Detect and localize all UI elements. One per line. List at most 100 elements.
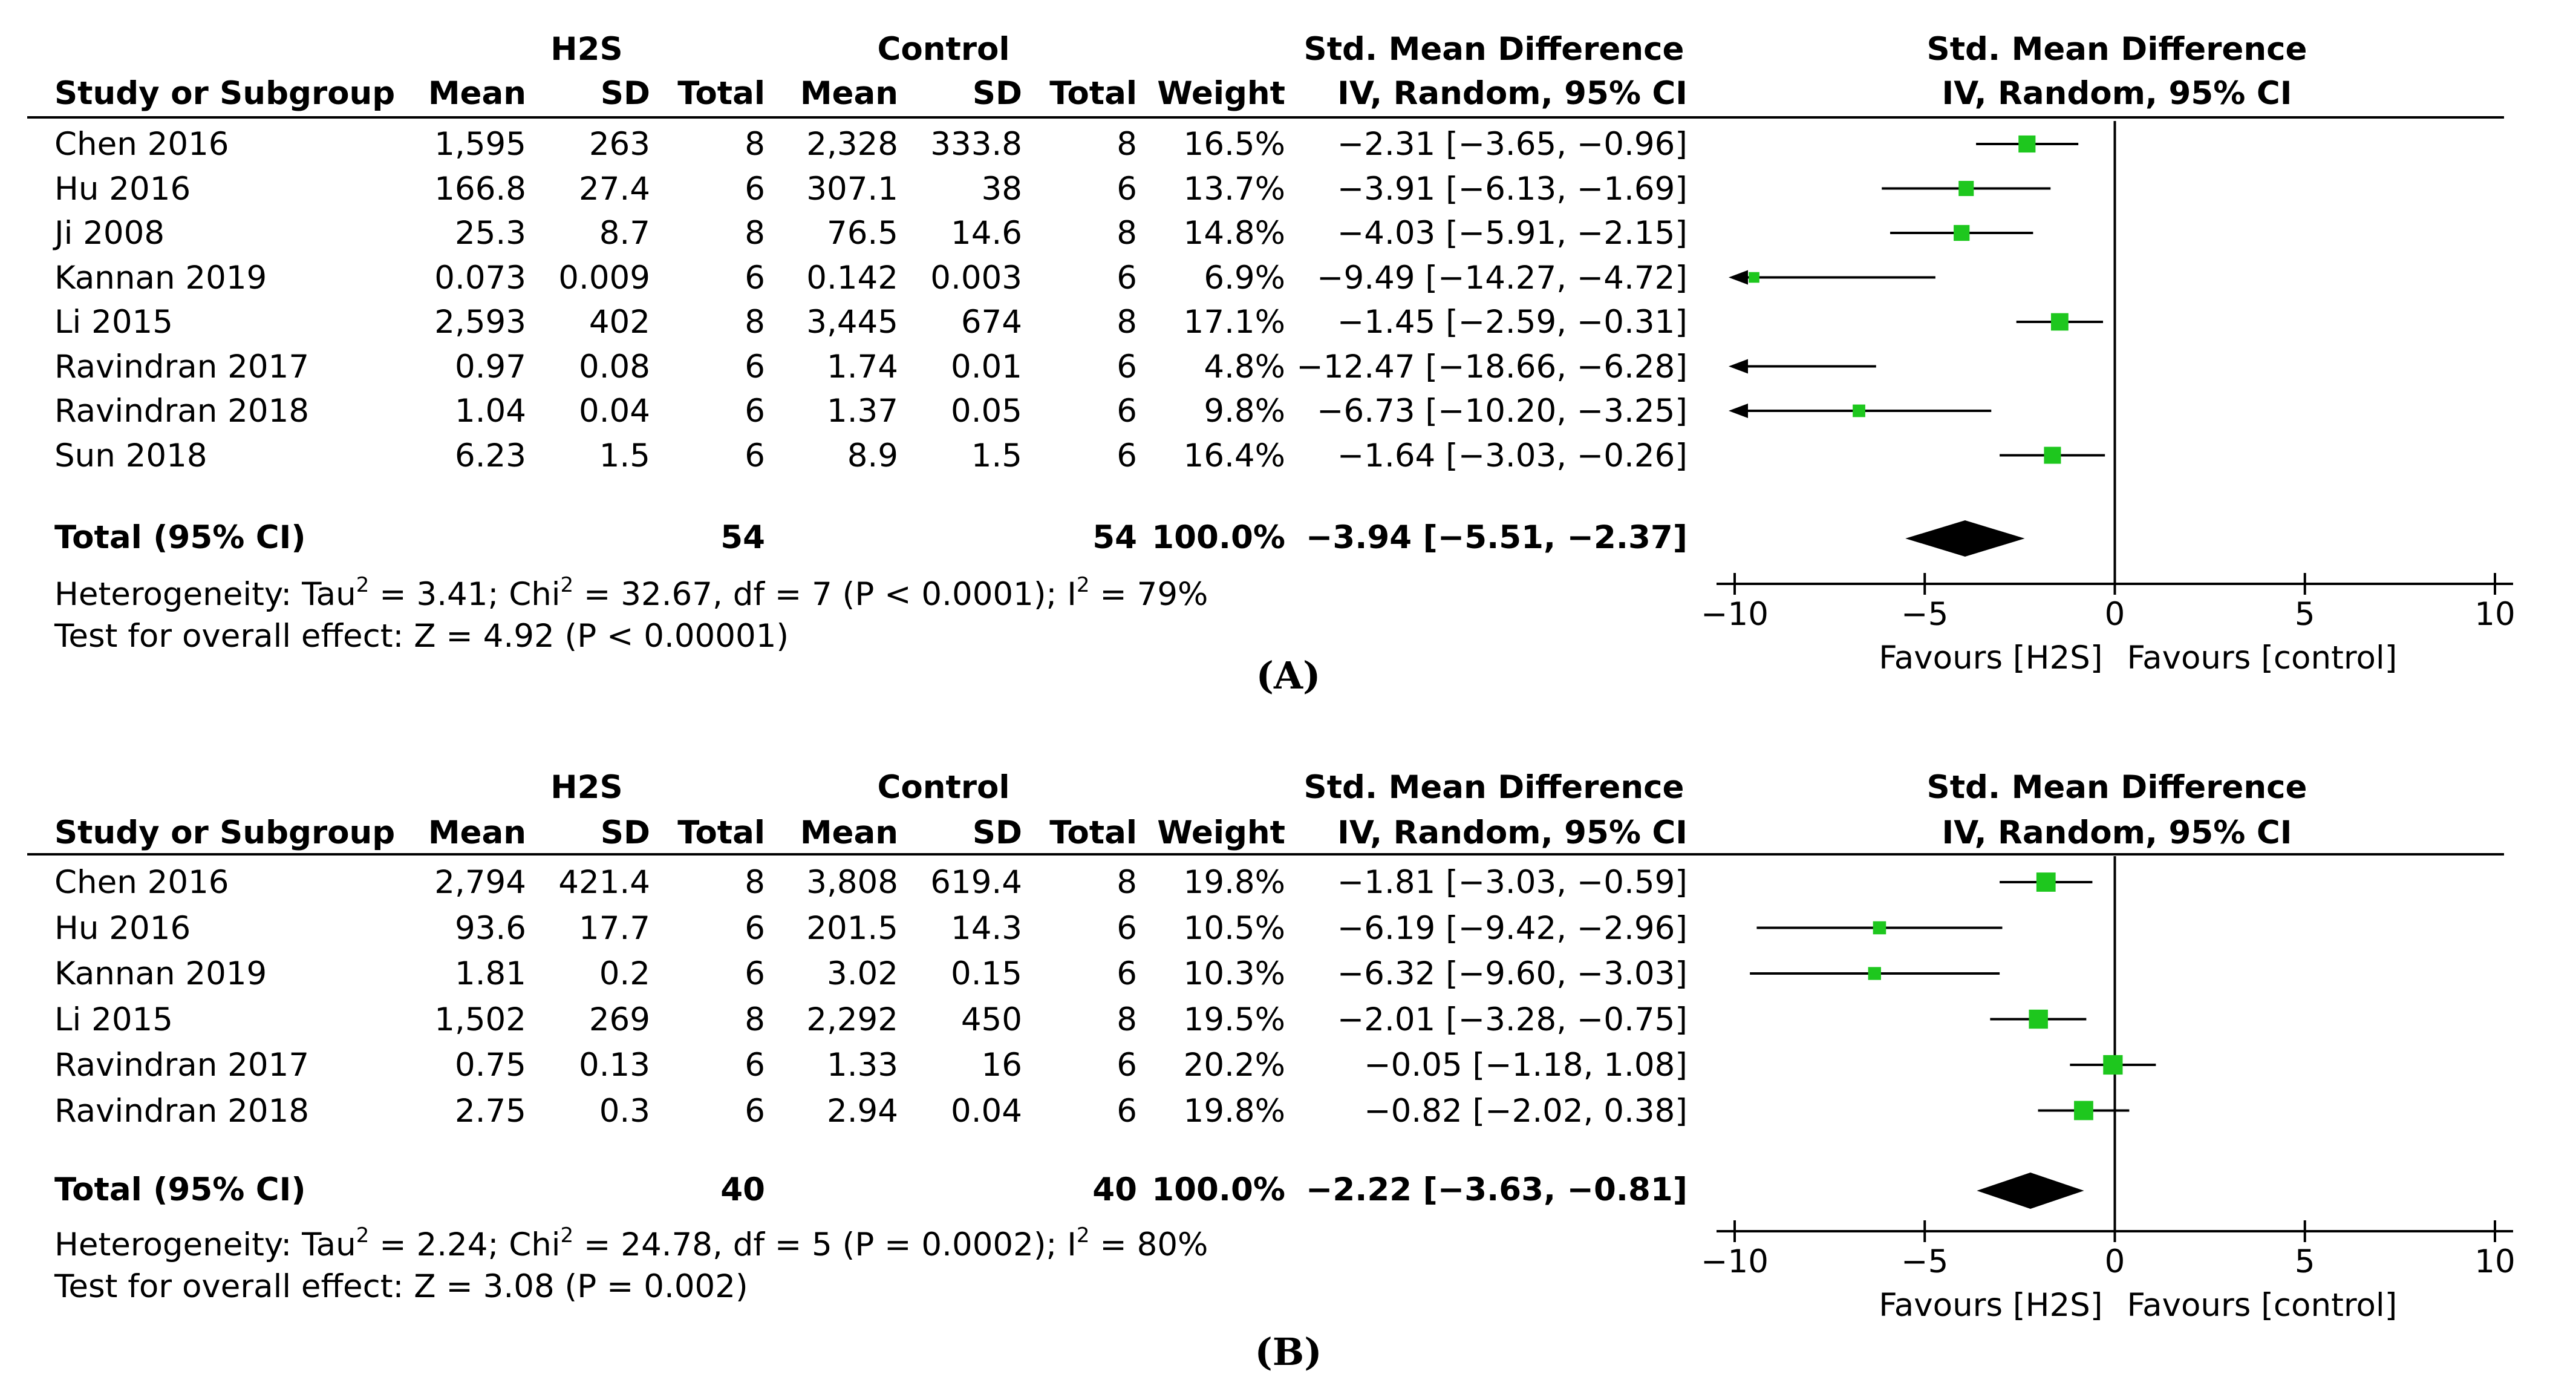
cell-n2: 8 — [1117, 304, 1137, 341]
cell-m1: 6.23 — [454, 437, 526, 474]
heterogeneity-part: = 3.41; Chi — [369, 576, 561, 613]
cell-m1: 2,794 — [434, 864, 526, 901]
forest-plot: −10 −5 0 5 10 Favours [H2S] Favours [control] — [1701, 121, 2516, 676]
cell-sd1: 0.2 — [599, 955, 650, 992]
cell-n2: 6 — [1117, 909, 1137, 947]
cell-ci: −6.32 [−9.60, −3.03] — [1337, 955, 1687, 992]
panel-label: (B) — [1254, 1330, 1322, 1374]
cell-weight: 10.5% — [1183, 909, 1285, 947]
x-tick-label: −5 — [1901, 1243, 1948, 1280]
cell-sd1: 1.5 — [599, 437, 650, 474]
cell-ci: −4.03 [−5.91, −2.15] — [1337, 215, 1687, 252]
header-rule — [27, 116, 2504, 119]
cell-sd1: 17.7 — [578, 909, 650, 947]
cell-weight: 17.1% — [1183, 304, 1285, 341]
effect-header: Std. Mean Difference — [1303, 31, 1684, 68]
cell-m1: 0.75 — [454, 1047, 526, 1084]
cell-study: Ravindran 2018 — [54, 1092, 310, 1130]
cell-weight: 16.4% — [1183, 437, 1285, 474]
sd-header: SD — [600, 75, 650, 112]
cell-ci: −1.64 [−3.03, −0.26] — [1337, 437, 1687, 474]
plot-effect-header: Std. Mean Difference — [1926, 769, 2307, 806]
sd-header: SD — [600, 814, 650, 851]
heterogeneity-part: Heterogeneity: Tau — [54, 576, 356, 613]
cell-study: Ji 2008 — [54, 215, 165, 252]
cell-weight: 13.7% — [1183, 170, 1285, 208]
cell-n1: 8 — [745, 126, 765, 163]
cell-sd2: 0.15 — [950, 955, 1022, 992]
study-marker — [1853, 404, 1865, 417]
study-marker — [2103, 1055, 2123, 1075]
heterogeneity-text: Heterogeneity: Tau2 = 2.24; Chi2 = 24.78… — [54, 1225, 1208, 1261]
forest-panel-a: H2S Control Std. Mean Difference Std. Mean … — [27, 31, 2516, 698]
heterogeneity-text: Heterogeneity: Tau2 = 3.41; Chi2 = 32.67… — [54, 575, 1208, 610]
cell-n1: 6 — [745, 259, 765, 296]
pooled-diamond — [1905, 520, 2025, 557]
total-weight: 100.0% — [1152, 1171, 1285, 1208]
x-tick-label: −5 — [1901, 596, 1948, 633]
cell-study: Sun 2018 — [54, 437, 207, 474]
cell-m2: 3,445 — [806, 304, 898, 341]
cell-study: Chen 2016 — [54, 864, 229, 901]
panel-label: (A) — [1256, 653, 1321, 698]
cell-sd1: 0.08 — [578, 348, 650, 385]
cell-weight: 9.8% — [1204, 393, 1285, 430]
cell-m2: 201.5 — [806, 909, 898, 947]
cell-n2: 6 — [1117, 437, 1137, 474]
cell-study: Ravindran 2017 — [54, 1047, 310, 1084]
total-n1: 54 — [720, 519, 765, 556]
cell-m1: 2.75 — [454, 1092, 526, 1130]
cell-m2: 3.02 — [826, 955, 898, 992]
cell-n1: 6 — [745, 437, 765, 474]
total-label: Total (95% CI) — [54, 1171, 306, 1208]
cell-sd2: 450 — [960, 1001, 1022, 1038]
cell-n1: 8 — [745, 304, 765, 341]
cell-m2: 307.1 — [806, 170, 898, 208]
cell-m2: 8.9 — [847, 437, 898, 474]
header-rule — [27, 853, 2504, 856]
cell-m1: 2,593 — [434, 304, 526, 341]
cell-sd2: 0.05 — [950, 393, 1022, 430]
x-tick-label: 5 — [2295, 596, 2315, 633]
cell-weight: 6.9% — [1204, 259, 1285, 296]
total-ci: −3.94 [−5.51, −2.37] — [1305, 519, 1687, 556]
heterogeneity-part: Heterogeneity: Tau — [54, 1226, 356, 1263]
cell-weight: 10.3% — [1183, 955, 1285, 992]
group1-header: H2S — [550, 769, 623, 806]
weight-header: Weight — [1157, 814, 1285, 851]
sd-header: SD — [972, 814, 1022, 851]
total-label: Total (95% CI) — [54, 519, 306, 556]
plot-effect-header: Std. Mean Difference — [1926, 31, 2307, 68]
cell-sd2: 14.6 — [950, 215, 1022, 252]
cell-m2: 0.142 — [806, 259, 898, 296]
cell-ci: −6.73 [−10.20, −3.25] — [1317, 393, 1687, 430]
study-header: Study or Subgroup — [54, 75, 396, 112]
cell-m1: 0.073 — [434, 259, 526, 296]
cell-weight: 19.5% — [1183, 1001, 1285, 1038]
cell-ci: −6.19 [−9.42, −2.96] — [1337, 909, 1687, 947]
cell-n1: 6 — [745, 955, 765, 992]
heterogeneity-part: = 2.24; Chi — [369, 1226, 561, 1263]
cell-ci: −12.47 [−18.66, −6.28] — [1296, 348, 1687, 385]
x-tick-label: 10 — [2474, 596, 2515, 633]
study-marker — [2074, 1101, 2093, 1121]
cell-study: Li 2015 — [54, 304, 173, 341]
effect-header: Std. Mean Difference — [1303, 769, 1684, 806]
study-marker — [1958, 180, 1974, 197]
study-header: Study or Subgroup — [54, 814, 396, 851]
cell-sd1: 0.3 — [599, 1092, 650, 1130]
superscript-two: 2 — [356, 1223, 370, 1248]
cell-n2: 6 — [1117, 955, 1137, 992]
cell-n2: 6 — [1117, 1047, 1137, 1084]
ci-header: IV, Random, 95% CI — [1337, 75, 1687, 112]
study-marker — [1873, 921, 1886, 935]
cell-m2: 2.94 — [826, 1092, 898, 1130]
cell-sd1: 269 — [589, 1001, 650, 1038]
total-header: Total — [1049, 814, 1137, 851]
cell-sd1: 402 — [589, 304, 650, 341]
total-n1: 40 — [720, 1171, 765, 1208]
cell-study: Hu 2016 — [54, 170, 191, 208]
study-marker — [1868, 967, 1881, 980]
cell-weight: 19.8% — [1183, 1092, 1285, 1130]
total-n2: 54 — [1092, 519, 1137, 556]
